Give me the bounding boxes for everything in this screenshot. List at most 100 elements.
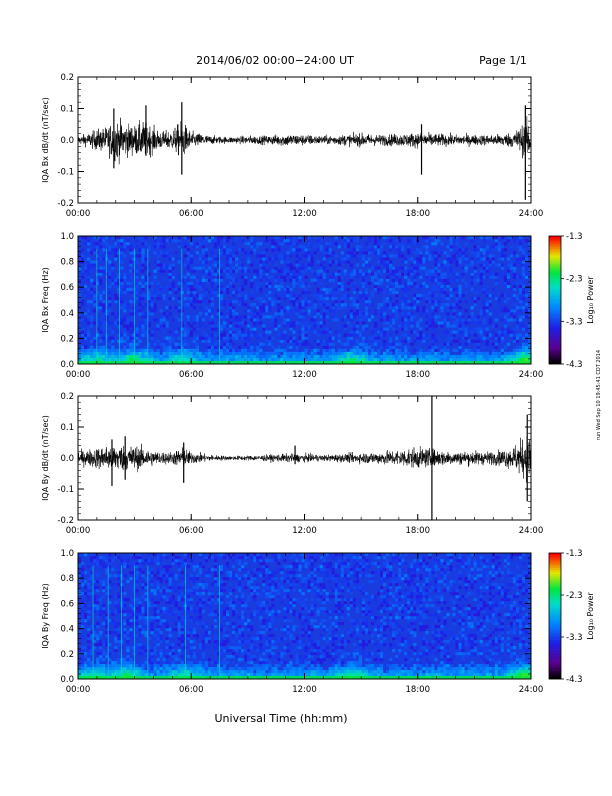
- by_spec-cell: [144, 634, 147, 637]
- bx_spec-cell: [132, 340, 135, 343]
- bx_spec-cell: [289, 294, 292, 297]
- bx_spec-cell: [126, 349, 129, 352]
- bx_spec-cell: [359, 254, 362, 257]
- bx_spec-cell: [90, 266, 93, 269]
- bx_spec-cell: [298, 303, 301, 306]
- bx_spec-cell: [150, 343, 153, 346]
- bx_spec-cell: [404, 324, 407, 327]
- bx_spec-cell: [105, 245, 108, 248]
- bx_spec-cell: [329, 254, 332, 257]
- bx_spec-cell: [513, 334, 516, 337]
- by_spec-cell: [141, 640, 144, 643]
- bx_spec-cell: [175, 343, 178, 346]
- bx_spec-cell: [241, 315, 244, 318]
- bx_spec-cell: [232, 355, 235, 358]
- by_spec-cell: [126, 565, 129, 568]
- by_spec-cell: [87, 646, 90, 649]
- bx_spec-cell: [102, 285, 105, 288]
- bx_spec-cell: [211, 340, 214, 343]
- bx_spec-cell: [350, 239, 353, 242]
- bx_spec-cell: [235, 327, 238, 330]
- by_spec-cell: [135, 643, 138, 646]
- bx_spec-colorbar-step: [549, 257, 561, 259]
- bx_spec-cell: [459, 343, 462, 346]
- bx_spec-cell: [344, 257, 347, 260]
- by_spec-cell: [138, 661, 141, 664]
- bx_spec-cell: [259, 315, 262, 318]
- bx_spec-cell: [474, 282, 477, 285]
- bx_spec-cell: [410, 282, 413, 285]
- bx_spec-cell: [311, 349, 314, 352]
- bx_spec-cell: [223, 321, 226, 324]
- bx_spec-cell: [477, 291, 480, 294]
- bx_spec-cell: [362, 276, 365, 279]
- bx_spec-cell: [350, 318, 353, 321]
- by_spec-cell: [141, 583, 144, 586]
- by_spec-cell: [144, 577, 147, 580]
- bx_spec-cell: [262, 263, 265, 266]
- bx_spec-cell: [141, 254, 144, 257]
- bx_spec-cell: [519, 315, 522, 318]
- bx_spec-cell: [434, 242, 437, 245]
- by_spec-cell: [144, 601, 147, 604]
- by_spec-cell: [160, 667, 163, 670]
- bx_spec-cell: [522, 276, 525, 279]
- by_spec-cell: [108, 586, 111, 589]
- bx_spec-cell: [220, 276, 223, 279]
- bx_spec-cell: [256, 349, 259, 352]
- bx_spec-cell: [199, 321, 202, 324]
- bx_spec-cell: [507, 358, 510, 361]
- bx_spec-cell: [187, 303, 190, 306]
- bx_spec-cell: [289, 306, 292, 309]
- by_spec-cell: [157, 568, 160, 571]
- bx_spec-cell: [308, 312, 311, 315]
- bx_spec-cell: [169, 346, 172, 349]
- bx_spec-cell: [522, 239, 525, 242]
- bx_spec-cell: [208, 355, 211, 358]
- by_spec-cell: [93, 640, 96, 643]
- bx_spec-cell: [250, 318, 253, 321]
- by_spec-cell: [160, 571, 163, 574]
- bx_spec-cell: [111, 337, 114, 340]
- bx_spec-cell: [398, 285, 401, 288]
- by_spec-cell: [150, 631, 153, 634]
- bx_spec-cell: [259, 260, 262, 263]
- bx_spec-cell: [172, 266, 175, 269]
- by_spec-cell: [87, 637, 90, 640]
- bx_spec-cell: [317, 291, 320, 294]
- bx_spec-cell: [501, 349, 504, 352]
- by_spec-cell: [150, 622, 153, 625]
- bx_spec-cell: [353, 248, 356, 251]
- bx_spec-cell: [226, 318, 229, 321]
- bx_spec-cell: [187, 288, 190, 291]
- bx_spec-cell: [480, 248, 483, 251]
- bx_spec-cell: [283, 297, 286, 300]
- bx_spec-cell: [265, 343, 268, 346]
- bx_spec-cell: [271, 279, 274, 282]
- bx_spec-cell: [305, 251, 308, 254]
- bx_spec-cell: [105, 343, 108, 346]
- bx_spec-cell: [238, 303, 241, 306]
- by_spec-cell: [123, 565, 126, 568]
- bx_spec-cell: [344, 355, 347, 358]
- bx_spec-cell: [498, 300, 501, 303]
- bx_spec-cell: [474, 343, 477, 346]
- bx_spec-cell: [371, 266, 374, 269]
- bx_spec-cell: [250, 358, 253, 361]
- bx_spec-cell: [141, 327, 144, 330]
- bx_spec-cell: [274, 327, 277, 330]
- bx_spec-cell: [181, 291, 184, 294]
- bx_spec-cell: [175, 352, 178, 355]
- bx_spec-cell: [120, 254, 123, 257]
- bx_spec-cell: [253, 248, 256, 251]
- bx_spec-cell: [277, 279, 280, 282]
- bx_spec-cell: [238, 349, 241, 352]
- by_spec-cell: [108, 652, 111, 655]
- bx_spec-cell: [292, 337, 295, 340]
- by_spec-cell: [157, 556, 160, 559]
- bx_spec-cell: [489, 318, 492, 321]
- bx_spec-cell: [169, 294, 172, 297]
- bx_spec-cell: [283, 318, 286, 321]
- bx_spec-cell: [311, 318, 314, 321]
- bx_spec-cell: [301, 337, 304, 340]
